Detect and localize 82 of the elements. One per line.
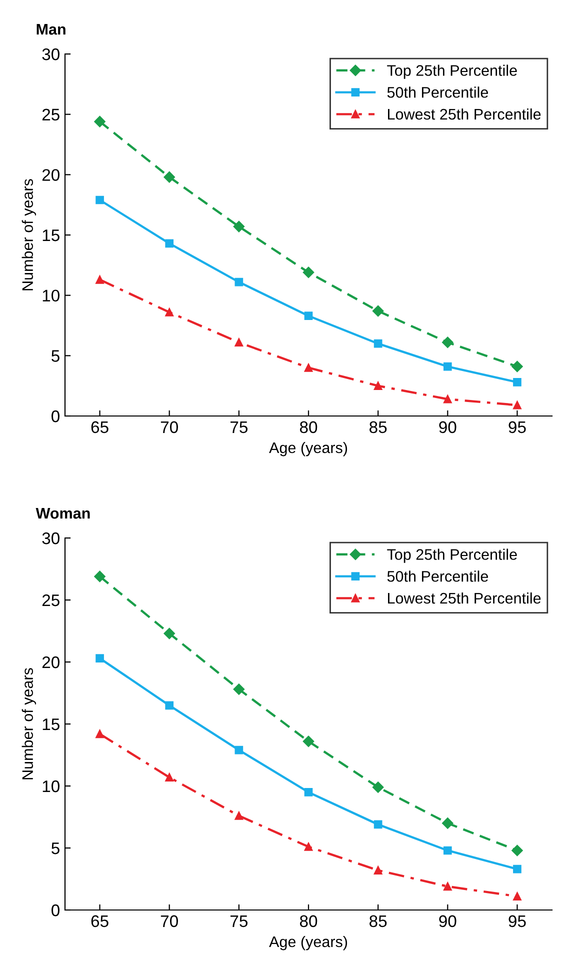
point — [234, 812, 244, 820]
y-tick-label: 10 — [42, 290, 60, 302]
point — [304, 788, 313, 796]
x-tick-label: 95 — [508, 421, 526, 434]
point — [234, 746, 244, 754]
point — [233, 684, 245, 695]
point — [165, 239, 174, 248]
point — [374, 820, 382, 829]
point — [96, 196, 104, 204]
y-axis-title: Number of years — [22, 668, 36, 780]
point — [234, 338, 244, 347]
point — [96, 654, 104, 662]
point — [165, 773, 174, 782]
point — [372, 305, 384, 317]
y-tick-label: 5 — [52, 350, 60, 362]
x-tick-label: 85 — [370, 915, 387, 928]
point — [96, 275, 104, 284]
y-tick-label: 25 — [42, 108, 60, 121]
y-tick-label: 20 — [42, 656, 60, 668]
y-axis-title: Number of years — [22, 179, 36, 290]
point — [512, 360, 523, 372]
point — [513, 378, 522, 386]
point — [372, 782, 384, 793]
x-tick-label: 85 — [370, 421, 387, 434]
point — [443, 362, 452, 371]
point — [374, 339, 382, 348]
point — [374, 382, 382, 390]
y-tick-label: 5 — [52, 842, 60, 854]
x-tick-label: 70 — [160, 915, 178, 928]
legend-label: Lowest 25th Percentile — [388, 108, 541, 120]
x-tick-label: 75 — [230, 421, 248, 434]
x-axis-title: Age (years) — [269, 936, 348, 950]
legend-label: Top 25th Percentile — [387, 64, 517, 79]
x-tick-label: 95 — [508, 915, 526, 928]
x-tick-label: 80 — [300, 915, 318, 928]
point — [443, 394, 452, 404]
y-tick-label: 30 — [42, 48, 60, 60]
point — [164, 628, 175, 640]
x-tick-label: 65 — [91, 915, 108, 928]
point — [442, 336, 454, 348]
point — [513, 400, 522, 410]
point — [512, 844, 523, 856]
point — [442, 818, 454, 829]
legend-label: Top 25th Percentile — [387, 548, 517, 563]
x-tick-label: 65 — [91, 421, 108, 434]
point — [302, 736, 314, 747]
point — [94, 116, 106, 128]
x-tick-label: 70 — [160, 421, 178, 434]
point — [443, 882, 452, 891]
y-tick-label: 25 — [42, 594, 60, 606]
x-tick-label: 90 — [439, 915, 456, 928]
point — [94, 570, 106, 582]
x-axis-title: Age (years) — [269, 442, 348, 456]
point — [165, 308, 174, 316]
y-tick-label: 15 — [42, 718, 60, 730]
point — [164, 171, 175, 183]
point — [443, 846, 452, 855]
y-tick-label: 20 — [42, 169, 60, 181]
point — [513, 892, 522, 901]
y-tick-label: 15 — [42, 230, 60, 242]
point — [302, 266, 314, 278]
legend-label: 50th Percentile — [387, 570, 488, 582]
chart-title: Woman — [36, 508, 90, 519]
point — [304, 312, 313, 320]
point — [374, 866, 382, 874]
point — [165, 701, 174, 710]
legend-label: Lowest 25th Percentile — [388, 592, 541, 604]
point — [233, 220, 245, 232]
point — [304, 364, 313, 372]
y-tick-label: 10 — [42, 780, 60, 792]
x-tick-label: 90 — [439, 421, 456, 434]
point — [304, 842, 313, 851]
point — [513, 864, 522, 874]
point — [234, 278, 244, 286]
chart-title: Man — [36, 24, 66, 35]
x-tick-label: 75 — [230, 915, 248, 928]
point — [96, 730, 104, 738]
y-tick-label: 30 — [42, 532, 60, 544]
x-tick-label: 80 — [300, 421, 318, 434]
y-tick-label: 0 — [52, 410, 60, 422]
legend-label: 50th Percentile — [387, 86, 488, 98]
y-tick-label: 0 — [52, 904, 60, 916]
